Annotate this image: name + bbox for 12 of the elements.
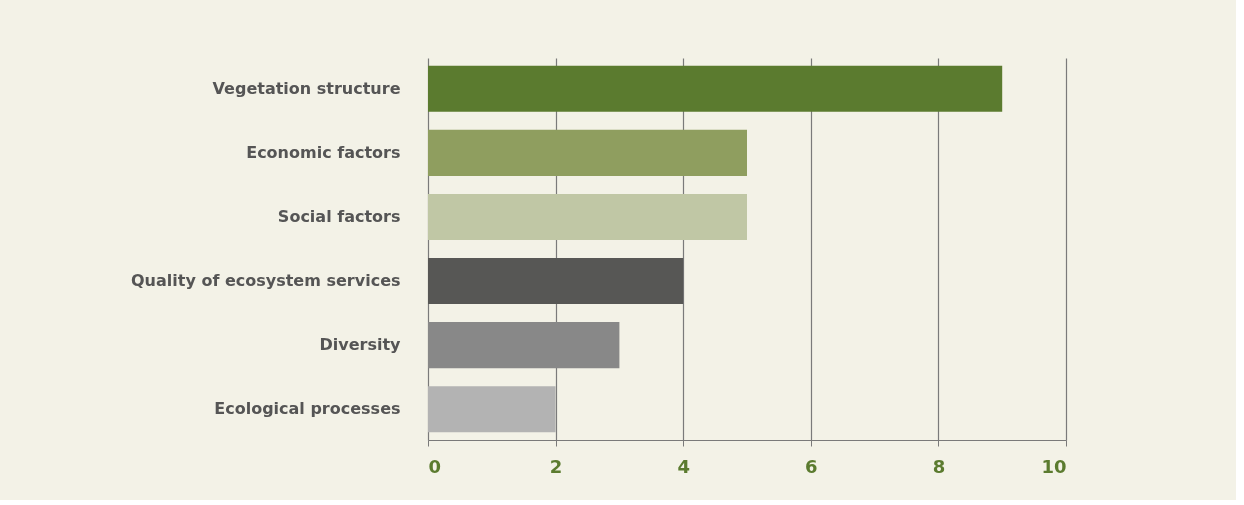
- y-tick-label: Social factors: [277, 206, 401, 226]
- x-tick-label: 4: [677, 455, 690, 477]
- x-tick-label: 10: [1041, 455, 1067, 477]
- x-tick-label: 0: [428, 455, 442, 477]
- y-tick-label: Ecological processes: [214, 399, 401, 419]
- y-tick-label: Quality of ecosystem services: [130, 271, 401, 291]
- y-tick-label: Diversity: [319, 335, 402, 355]
- y-tick-label: Vegetation structure: [212, 78, 401, 98]
- y-tick-label: Economic factors: [246, 142, 401, 162]
- x-tick-label: 8: [932, 455, 946, 477]
- x-tick-label: 6: [805, 455, 818, 477]
- x-tick-label: 2: [549, 455, 563, 477]
